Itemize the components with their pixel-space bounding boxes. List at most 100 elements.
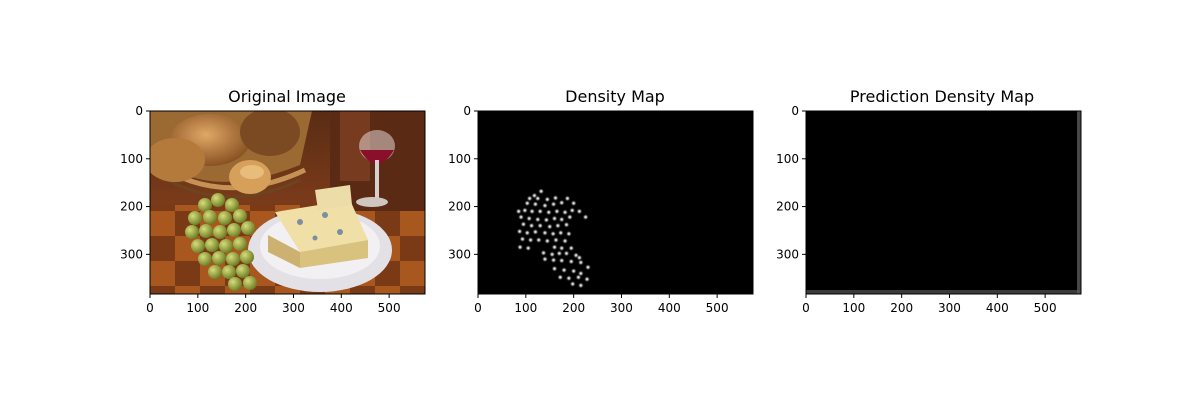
x-tick-label: 200: [562, 301, 585, 315]
x-tick-label: 100: [842, 301, 865, 315]
density-point: [549, 230, 557, 237]
density-point: [517, 213, 525, 221]
x-tick-label: 100: [514, 301, 537, 315]
y-tick-label: 300: [776, 247, 799, 261]
y-tick-label: 100: [120, 152, 143, 166]
density-point: [557, 229, 564, 237]
x-tick-label: 300: [282, 301, 305, 315]
x-tick-label: 300: [938, 301, 961, 315]
density-point: [541, 255, 549, 263]
y-tick-label: 0: [463, 104, 471, 118]
density-point: [552, 236, 560, 244]
density-point: [554, 222, 562, 229]
density-point: [564, 195, 571, 202]
photo-still-life: [150, 111, 425, 294]
density-point: [532, 200, 539, 208]
density-point: [516, 228, 523, 235]
x-tick-label: 400: [658, 301, 681, 315]
density-point: [560, 266, 568, 274]
density-point: [582, 213, 589, 221]
y-tick-label: 0: [135, 104, 143, 118]
density-point: [563, 221, 570, 228]
density-point: [525, 244, 532, 252]
density-point: [563, 250, 570, 257]
density-point: [524, 229, 531, 237]
density-point: [551, 265, 558, 272]
density-point: [566, 213, 574, 221]
panel-title: Density Map: [565, 87, 665, 106]
density-point: [552, 194, 559, 202]
density-points: [515, 188, 592, 289]
density-point: [524, 200, 531, 207]
density-point: [515, 208, 522, 215]
x-tick-label: 0: [474, 301, 482, 315]
density-point: [519, 235, 526, 243]
plot-frame: [805, 110, 1082, 295]
density-point: [558, 199, 565, 206]
density-point: [558, 216, 565, 223]
x-tick-label: 100: [186, 301, 209, 315]
y-tick-label: 200: [776, 200, 799, 214]
density-point: [548, 251, 556, 258]
x-tick-label: 500: [378, 301, 401, 315]
density-point: [536, 208, 544, 215]
x-tick-label: 400: [986, 301, 1009, 315]
density-point: [569, 207, 576, 214]
prediction-bottom-edge-glow: [806, 290, 1081, 294]
y-tick-label: 0: [791, 104, 799, 118]
density-point: [534, 216, 541, 223]
density-point: [544, 196, 551, 203]
y-tick-label: 100: [448, 152, 471, 166]
density-point: [516, 243, 524, 251]
density-point: [541, 229, 549, 237]
density-point: [545, 209, 552, 216]
density-point: [532, 228, 539, 236]
y-tick-label: 300: [448, 247, 471, 261]
density-point: [569, 280, 576, 288]
panel-title: Original Image: [228, 87, 346, 106]
plot-frame: [149, 110, 426, 295]
density-point: [556, 250, 563, 257]
density-map-background: [478, 111, 753, 294]
density-point: [535, 236, 542, 244]
density-point: [583, 275, 591, 283]
density-point: [527, 236, 534, 244]
density-point: [528, 208, 536, 215]
density-point: [568, 244, 575, 252]
x-tick-label: 500: [1034, 301, 1057, 315]
x-tick-label: 0: [146, 301, 154, 315]
density-point: [561, 209, 569, 216]
density-point: [577, 282, 585, 289]
plot-frame: [477, 110, 754, 295]
density-point: [528, 222, 535, 229]
x-tick-label: 200: [890, 301, 913, 315]
panel-density-map: Density Map: [478, 87, 753, 294]
density-point: [543, 216, 550, 224]
density-point: [526, 195, 533, 202]
y-tick-label: 300: [120, 247, 143, 261]
density-point: [557, 274, 564, 281]
density-point: [558, 244, 565, 252]
panel-prediction-density-map: Prediction Density Map: [806, 87, 1081, 294]
density-point: [570, 200, 577, 207]
density-point: [558, 257, 565, 264]
y-tick-label: 200: [448, 200, 471, 214]
y-tick-label: 100: [776, 152, 799, 166]
density-point: [553, 208, 561, 215]
density-point: [568, 258, 575, 265]
density-point: [565, 230, 573, 237]
density-point: [540, 249, 547, 257]
density-point: [536, 222, 544, 229]
y-tick-label: 200: [120, 200, 143, 214]
panel-title: Prediction Density Map: [850, 87, 1034, 106]
x-tick-label: 300: [610, 301, 633, 315]
panel-original-image: Original Image: [150, 87, 425, 294]
density-point: [550, 200, 557, 208]
density-point: [520, 221, 527, 228]
x-tick-label: 0: [802, 301, 810, 315]
density-point: [551, 243, 558, 251]
density-point: [575, 274, 582, 281]
density-point: [550, 256, 557, 264]
axes-layer: 0 100 200 300 400 500 0 100 200 300 0 100 200 300 400 5…: [120, 104, 1082, 315]
density-point: [525, 215, 533, 222]
